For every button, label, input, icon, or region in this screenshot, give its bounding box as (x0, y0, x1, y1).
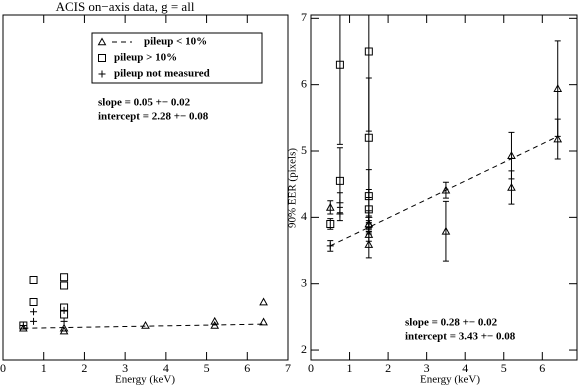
x-tick-label: 4 (163, 361, 169, 375)
chart-title: ACIS on−axis data, g = all (56, 0, 195, 14)
data-point (30, 308, 38, 316)
data-point (326, 242, 334, 250)
data-point (30, 317, 38, 325)
data-point (19, 323, 28, 332)
x-tick-label: 6 (244, 361, 250, 375)
y-tick-label: 2 (301, 342, 307, 356)
data-point (19, 321, 28, 330)
x-axis-label: Energy (keV) (115, 374, 175, 386)
data-point (364, 240, 374, 248)
plot-frame (2, 14, 289, 361)
data-point (210, 316, 220, 325)
error-bar (336, 15, 343, 145)
x-tick-label: 3 (122, 361, 128, 375)
data-point (441, 185, 451, 194)
x-tick-label: 6 (539, 361, 545, 375)
data-point (553, 134, 563, 143)
plot-frame (310, 14, 578, 361)
data-point (60, 273, 69, 282)
legend-marker (97, 37, 107, 46)
annotation: intercept = 2.28 +− 0.08 (98, 111, 209, 123)
data-point (326, 219, 335, 228)
data-point (141, 320, 150, 329)
data-point (441, 226, 451, 235)
data-point (325, 202, 335, 211)
y-tick-label: 6 (301, 76, 307, 90)
x-axis-label: Energy (keV) (420, 374, 480, 386)
data-point (29, 275, 38, 284)
data-point (507, 182, 516, 191)
data-point (59, 323, 69, 332)
data-point (336, 210, 344, 218)
error-bar (442, 200, 449, 262)
y-tick-label: 7 (301, 10, 307, 24)
x-tick-label: 0 (0, 361, 6, 375)
x-tick-label: 1 (347, 361, 353, 375)
plot-area (19, 273, 268, 335)
annotation: slope = 0.05 +− 0.02 (98, 97, 191, 109)
x-tick-label: 2 (81, 361, 87, 375)
y-tick-label: 3 (301, 275, 307, 289)
data-point (365, 213, 373, 221)
error-bar (554, 118, 561, 160)
annotation: intercept = 3.43 +− 0.08 (405, 331, 516, 343)
data-point (553, 84, 563, 92)
y-axis-label: 90% EER (pixels) (287, 148, 299, 228)
data-point (259, 317, 268, 326)
data-point (364, 47, 373, 56)
data-point (210, 320, 220, 329)
data-point (364, 133, 373, 142)
data-point (60, 306, 68, 314)
data-point (507, 151, 516, 159)
data-point (60, 317, 68, 325)
error-bar (508, 170, 515, 205)
data-point (364, 192, 373, 201)
data-point (60, 281, 69, 290)
x-tick-label: 1 (41, 361, 47, 375)
x-tick-label: 2 (385, 361, 391, 375)
data-point (59, 326, 69, 335)
x-tick-label: 5 (204, 361, 210, 375)
annotation: slope = 0.28 +− 0.02 (405, 317, 498, 329)
y-tick-label: 4 (301, 209, 307, 223)
data-point (336, 199, 344, 207)
data-point (335, 60, 344, 69)
legend-box (91, 32, 263, 84)
data-point (365, 223, 373, 231)
x-tick-label: 7 (285, 361, 291, 375)
data-point (259, 297, 268, 306)
x-tick-label: 3 (424, 361, 430, 375)
legend-marker (98, 70, 106, 78)
data-point (19, 322, 27, 329)
data-point (60, 310, 69, 319)
y-tick-label: 5 (301, 143, 307, 157)
data-point (364, 205, 373, 214)
legend-label: pileup > 10% (114, 52, 177, 64)
x-tick-label: 5 (501, 361, 507, 375)
legend-label: pileup < 10% (144, 36, 207, 48)
error-bar (442, 181, 449, 199)
data-point (335, 176, 344, 185)
plot-area (325, 15, 563, 262)
x-tick-label: 4 (462, 361, 468, 375)
x-tick-label: 0 (308, 361, 314, 375)
legend-label: pileup not measured (114, 68, 210, 80)
legend-marker (98, 54, 106, 62)
data-point (29, 298, 38, 307)
